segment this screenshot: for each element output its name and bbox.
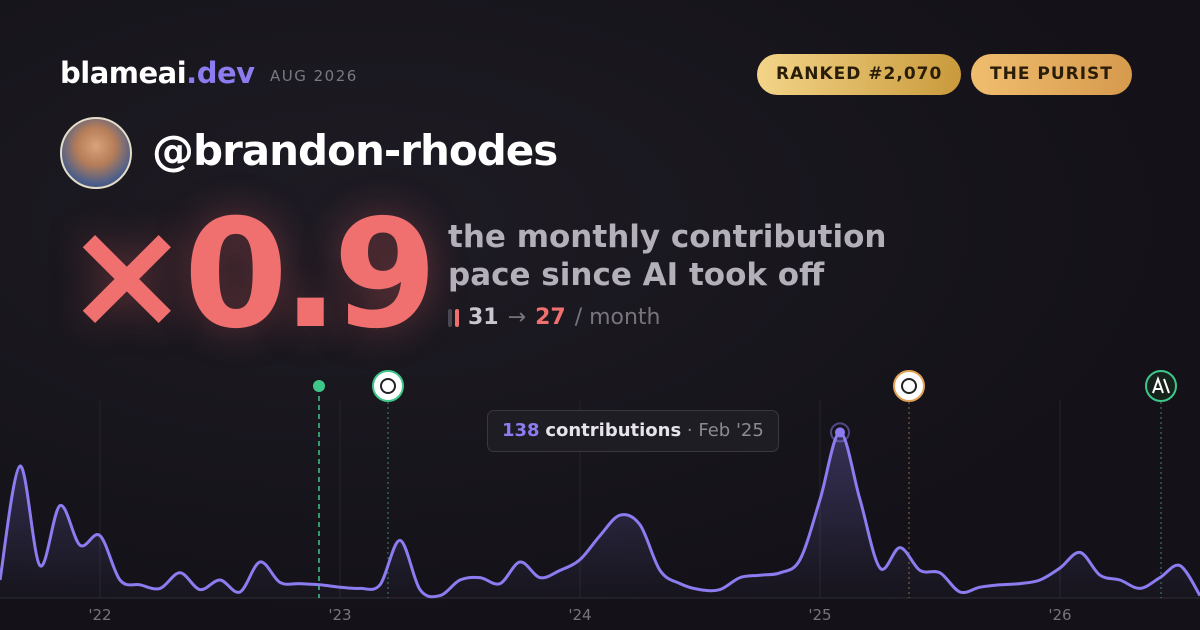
x-tick-label: '23	[328, 606, 351, 624]
pace-after: 27	[535, 305, 566, 330]
event-icon-glyph	[1152, 376, 1170, 394]
event-markers	[313, 370, 1177, 598]
x-tick-label: '24	[568, 606, 591, 624]
multiplier: ×0.9	[64, 188, 437, 362]
description: the monthly contribution	[448, 219, 887, 255]
date: AUG 2026	[270, 67, 358, 85]
pace-arrow: →	[507, 305, 527, 330]
event-icon-glyph	[901, 378, 917, 394]
handle: @brandon-rhodes	[152, 126, 558, 175]
tooltip-date: Feb '25	[698, 420, 764, 441]
tooltip-label: contributions	[545, 420, 682, 441]
event-icon	[893, 370, 925, 402]
tooltip-value: 138	[502, 420, 540, 441]
highlight-ring	[830, 422, 850, 443]
x-tick-label: '26	[1048, 606, 1071, 624]
tooltip: 138 contributions · Feb '25	[487, 410, 779, 452]
brand-tld: .dev	[186, 56, 255, 90]
event-icon	[372, 370, 404, 402]
pace-icon	[448, 308, 459, 327]
avatar	[60, 117, 132, 189]
area	[0, 432, 1200, 598]
persona-badge: THE PURIST	[971, 54, 1132, 95]
pace-before: 31	[468, 305, 499, 330]
pace: 31 → 27 / month	[448, 305, 661, 330]
event-dot	[313, 380, 325, 392]
brand: blameai.dev	[60, 56, 255, 90]
line	[0, 430, 1200, 599]
event-icon-glyph	[380, 378, 396, 394]
description: pace since AI took off	[448, 257, 825, 293]
x-tick-label: '25	[808, 606, 831, 624]
x-tick-label: '22	[88, 606, 111, 624]
highlight-point	[835, 427, 845, 438]
brand-name: blameai	[60, 56, 187, 90]
pace-unit: / month	[574, 305, 661, 330]
rank-badge: RANKED #2,070	[757, 54, 962, 95]
